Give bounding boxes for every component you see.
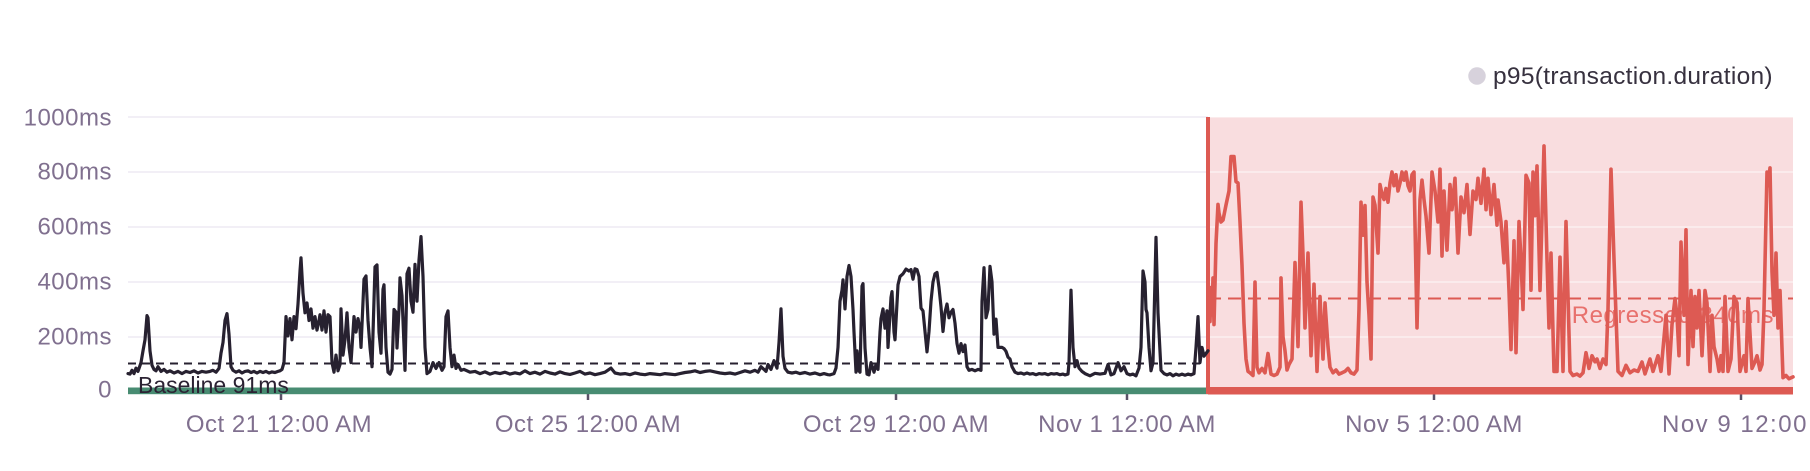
svg-text:Nov 9 12:00 AM: Nov 9 12:00 AM <box>1662 411 1810 438</box>
svg-text:Nov 5 12:00 AM: Nov 5 12:00 AM <box>1345 411 1523 438</box>
svg-text:800ms: 800ms <box>37 159 112 186</box>
svg-text:1000ms: 1000ms <box>24 105 112 132</box>
svg-text:Oct 29 12:00 AM: Oct 29 12:00 AM <box>803 411 989 438</box>
svg-text:Baseline 91ms: Baseline 91ms <box>138 372 289 398</box>
svg-text:Oct 21 12:00 AM: Oct 21 12:00 AM <box>186 411 372 438</box>
svg-text:600ms: 600ms <box>37 214 112 241</box>
svg-text:400ms: 400ms <box>37 269 112 296</box>
svg-text:p95(transaction.duration): p95(transaction.duration) <box>1493 63 1773 90</box>
svg-text:0: 0 <box>98 377 112 404</box>
svg-text:200ms: 200ms <box>37 324 112 351</box>
svg-text:Oct 25 12:00 AM: Oct 25 12:00 AM <box>495 411 681 438</box>
svg-text:Nov 1 12:00 AM: Nov 1 12:00 AM <box>1038 411 1216 438</box>
